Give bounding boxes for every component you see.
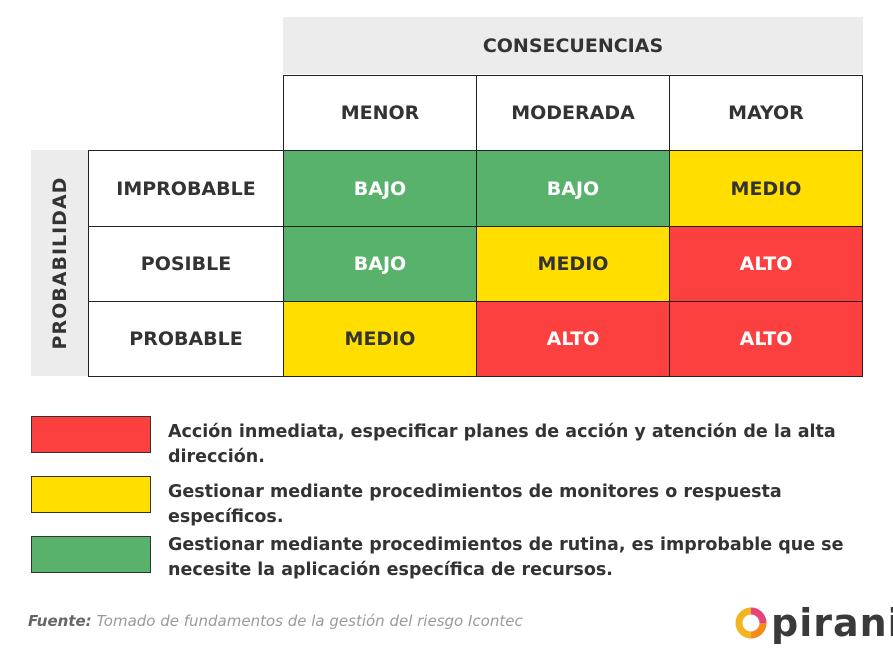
risk-cell: MEDIO — [283, 301, 477, 377]
source-note: Fuente: Tomado de fundamentos de la gest… — [28, 612, 523, 630]
column-header-mayor: MAYOR — [669, 75, 863, 151]
column-header-menor: MENOR — [283, 75, 477, 151]
source-label: Fuente: — [28, 612, 92, 630]
pirani-logo-icon — [735, 607, 767, 639]
risk-label: ALTO — [546, 328, 600, 350]
risk-cell: BAJO — [283, 150, 477, 227]
row-header-improbable: IMPROBABLE — [88, 150, 284, 227]
risk-label: BAJO — [353, 177, 407, 200]
row-header-label: PROBABLE — [129, 328, 243, 350]
legend-text-green: Gestionar mediante procedimientos de rut… — [168, 535, 844, 580]
consecuencias-title: CONSECUENCIAS — [482, 34, 664, 57]
column-header-moderada: MODERADA — [476, 75, 670, 151]
pirani-logo: pirani — [735, 598, 893, 648]
risk-cell: BAJO — [283, 226, 477, 302]
risk-cell: MEDIO — [476, 226, 670, 302]
risk-label: MEDIO — [730, 177, 802, 200]
consecuencias-header: CONSECUENCIAS — [283, 17, 863, 74]
legend-text-yellow: Gestionar mediante procedimientos de mon… — [168, 482, 782, 527]
row-header-label: POSIBLE — [140, 253, 232, 275]
risk-label: MEDIO — [537, 253, 609, 275]
column-header-label: MODERADA — [511, 102, 635, 124]
row-header-label: IMPROBABLE — [116, 177, 256, 200]
legend-swatch-red — [31, 416, 151, 453]
risk-label: ALTO — [739, 328, 793, 350]
risk-label: MEDIO — [344, 328, 416, 350]
risk-cell: BAJO — [476, 150, 670, 227]
risk-cell: ALTO — [669, 301, 863, 377]
risk-label: ALTO — [739, 253, 793, 275]
risk-cell: MEDIO — [669, 150, 863, 227]
probabilidad-header: PROBABILIDAD — [31, 150, 88, 376]
risk-label: BAJO — [353, 253, 407, 275]
risk-cell: ALTO — [669, 226, 863, 302]
risk-label: BAJO — [546, 177, 600, 200]
legend-swatch-green — [31, 536, 151, 573]
risk-cell: ALTO — [476, 301, 670, 377]
legend-text-red: Acción inmediata, especificar planes de … — [168, 422, 836, 467]
source-text: Tomado de fundamentos de la gestión del … — [96, 612, 523, 630]
column-header-label: MENOR — [340, 102, 420, 124]
pirani-logo-text: pirani — [771, 601, 893, 645]
column-header-label: MAYOR — [728, 102, 804, 124]
row-header-posible: POSIBLE — [88, 226, 284, 302]
legend-swatch-yellow — [31, 476, 151, 513]
probabilidad-title: PROBABILIDAD — [48, 176, 71, 350]
row-header-probable: PROBABLE — [88, 301, 284, 377]
